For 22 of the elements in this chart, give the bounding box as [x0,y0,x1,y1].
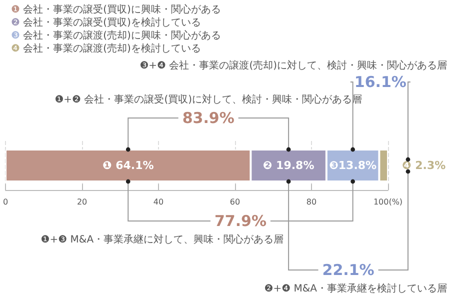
text: 77.9% [214,212,266,230]
text: ❶+❸ M&A・事業承継に対して、興味・関心がある層 [40,234,284,246]
text: ❶+❷ 会社・事業の譲受(買収)に対して、検討・興味・関心がある層 [54,94,362,106]
text: ❸+❹ 会社・事業の譲渡(売却)に対して、検討・興味・関心がある層 [140,60,447,72]
text: ❶ 会社・事業の譲受(買収)に興味・関心がある [11,4,221,16]
text: ❷+❹ M&A・事業承継を検討している層 [264,282,447,294]
data-label: ❶ 64.1% [102,159,154,172]
text: ❷ 会社・事業の譲受(買収)を検討している [11,16,201,28]
x-tick-label: 100(%) [373,198,403,206]
text: 83.9% [182,109,234,127]
data-label: ❹ 2.3% [402,159,446,172]
x-tick-label: 40 [153,198,164,206]
data-label: ❸13.8% [329,159,377,172]
x-tick-label: 20 [76,198,88,206]
x-tick-label: 80 [306,198,317,206]
text: ❹ 会社・事業の譲渡(売却)を検討している [11,42,201,54]
text: 22.1% [322,261,374,279]
x-tick-label: 0 [3,198,8,206]
x-tick-label: 60 [230,198,240,206]
text: ❸ 会社・事業の譲渡(売却)に興味・関心がある [11,30,221,42]
data-label: ❷ 19.8% [262,159,314,172]
text: 16.1% [354,73,406,91]
